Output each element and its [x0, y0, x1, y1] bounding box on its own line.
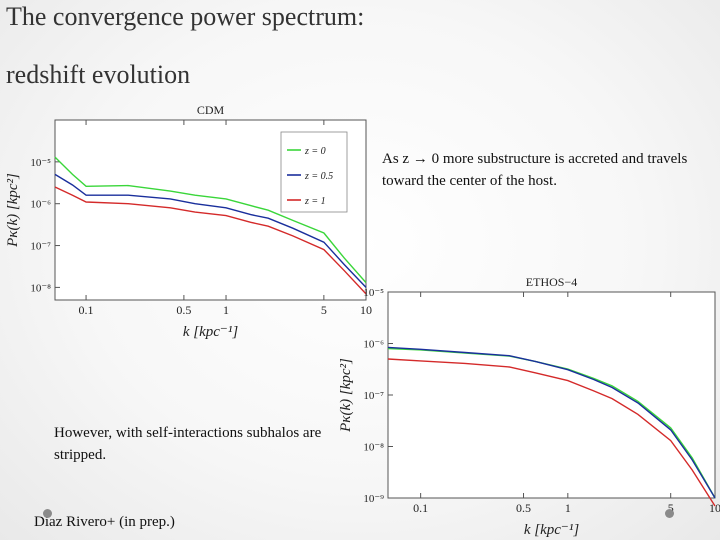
- legend-label: z = 0: [304, 146, 326, 157]
- series-line-3: [387, 358, 716, 507]
- x-tick-label: 10: [360, 303, 372, 317]
- x-tick-label: 5: [321, 303, 327, 317]
- citation-credit: Diaz Rivero+ (in prep.): [34, 514, 175, 530]
- x-tick-label: 0.5: [516, 501, 531, 515]
- x-tick-label: 1: [223, 303, 229, 317]
- chart-title: CDM: [197, 103, 225, 117]
- x-tick-label: 10: [709, 501, 720, 515]
- x-axis-label: k [kpc⁻¹]: [183, 324, 238, 340]
- slide-title-line1: The convergence power spectrum:: [6, 2, 365, 31]
- slide-bullet-dot: [665, 509, 674, 518]
- y-tick-label: 10⁻⁹: [363, 493, 384, 505]
- y-tick-label: 10⁻⁵: [363, 287, 384, 299]
- legend-label: z = 0.5: [304, 171, 333, 182]
- x-tick-label: 5: [668, 501, 674, 515]
- y-tick-label: 10⁻⁸: [30, 282, 51, 294]
- series-line-2: [387, 346, 716, 499]
- x-tick-label: 0.1: [79, 303, 94, 317]
- legend-box: [280, 131, 348, 213]
- y-axis-label: Pκ(k) [kpc²]: [5, 173, 21, 248]
- y-tick-label: 10⁻⁶: [30, 199, 51, 211]
- series-line-1: [54, 156, 367, 284]
- series-line-3: [54, 186, 367, 295]
- note-substructure: As z → 0 more substructure is accreted a…: [382, 151, 688, 189]
- y-tick-label: 10⁻⁶: [363, 339, 384, 351]
- x-tick-label: 0.5: [176, 303, 191, 317]
- ethos-power-spectrum-chart: ETHOS−4 0.1 0.5 1 5 10 10⁻⁵ 10⁻⁶ 10⁻⁷ 10⁻⁸ 10⁻⁹ k […: [338, 275, 720, 538]
- y-tick-label: 10⁻⁷: [363, 390, 384, 402]
- x-axis-label: k [kpc⁻¹]: [524, 522, 579, 538]
- y-axis-label: Pκ(k) [kpc²]: [338, 358, 354, 433]
- note-self-interactions: However, with self-interactions subhalos…: [54, 425, 322, 463]
- chart-title: ETHOS−4: [526, 275, 577, 289]
- legend-label: z = 1: [304, 196, 326, 207]
- x-tick-label: 0.1: [413, 501, 428, 515]
- y-tick-label: 10⁻⁷: [30, 241, 51, 253]
- x-tick-label: 1: [565, 501, 571, 515]
- slide-bullet-dot: [43, 509, 52, 518]
- series-line-2: [54, 173, 367, 288]
- plot-frame: [387, 291, 716, 499]
- y-tick-label: 10⁻⁵: [30, 157, 51, 169]
- y-tick-label: 10⁻⁸: [363, 442, 384, 454]
- slide-title-line2: redshift evolution: [6, 60, 191, 89]
- cdm-power-spectrum-chart: CDM 0.1 0.5 1 5 10 10⁻⁵ 10⁻⁶ 10⁻⁷ 10⁻⁸ k [kpc⁻¹] Pκ…: [5, 103, 372, 340]
